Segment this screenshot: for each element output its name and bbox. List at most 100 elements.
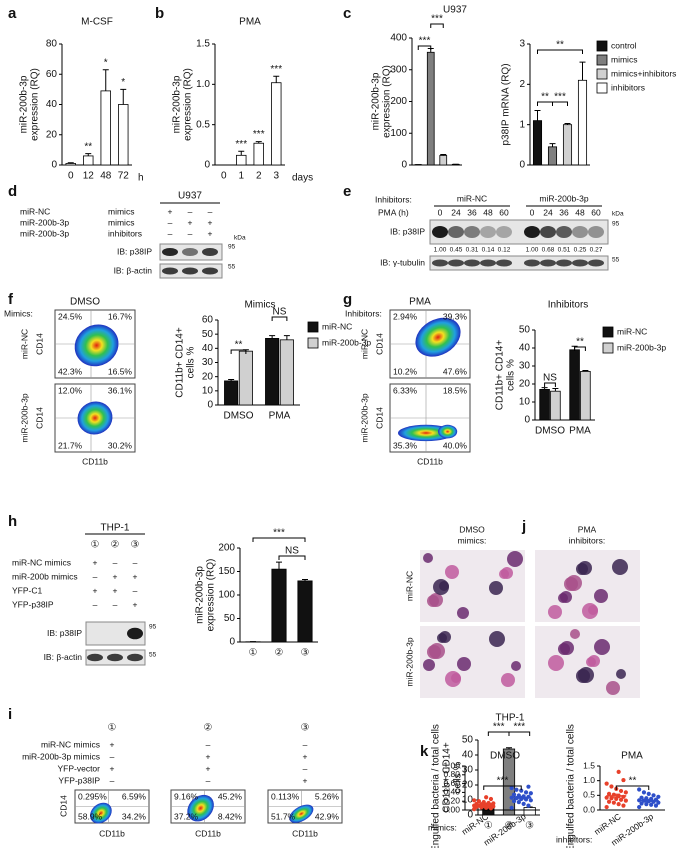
significance-label: **	[629, 776, 637, 787]
x-tick-label: ②	[505, 821, 514, 832]
error-bar	[283, 335, 290, 340]
bar	[297, 580, 313, 643]
bar	[238, 350, 253, 406]
data-point	[516, 799, 521, 805]
significance-bracket	[430, 23, 444, 28]
quadrant-percent: 6.59%	[122, 791, 147, 801]
time-value: 0	[438, 207, 443, 217]
cell	[594, 639, 610, 655]
y-axis-label: miR-200b-3p	[371, 72, 382, 130]
blot	[85, 621, 146, 646]
x-tick-label: ①	[249, 648, 258, 659]
lane-number: ②	[111, 540, 120, 551]
sign: –	[168, 228, 173, 238]
row-label: miR-NC mimics	[12, 557, 71, 567]
y-tick-label: 1.00	[443, 760, 460, 770]
bar	[547, 146, 558, 166]
y-axis-label: CD14	[58, 795, 68, 817]
data-point	[481, 799, 486, 805]
legend-label: miR-NC	[617, 326, 647, 336]
y-axis-label: miR-200b-3p	[19, 75, 30, 133]
blot-band	[87, 653, 103, 662]
lane-number: ③	[301, 723, 310, 734]
cell	[570, 629, 580, 639]
blot-band	[588, 259, 604, 267]
chart-title: M-CSF	[81, 17, 113, 28]
significance-bracket	[544, 382, 556, 387]
bar	[83, 155, 94, 166]
bar	[580, 370, 591, 421]
legend-label: miR-200b-3p	[322, 337, 371, 347]
data-point	[653, 803, 659, 808]
cell	[594, 589, 608, 603]
sign: +	[303, 751, 308, 761]
y-axis-label: expression (RQ)	[206, 559, 217, 632]
error-bar	[302, 578, 308, 581]
x-tick-label: ③	[525, 821, 534, 832]
cell	[511, 661, 521, 671]
blot-label: IB: β-actin	[114, 265, 153, 275]
significance-bracket	[271, 316, 288, 321]
error-bar	[273, 75, 280, 83]
y-tick-label: 1	[519, 119, 525, 130]
y-tick-label: 3	[519, 39, 525, 50]
significance-bracket	[574, 346, 586, 351]
data-point	[656, 800, 661, 805]
time-value: 36	[559, 207, 569, 217]
data-point	[616, 802, 621, 807]
x-axis-label: CD11b	[99, 828, 125, 838]
error-bar	[102, 69, 109, 91]
panel-letter: b	[155, 5, 164, 22]
legend-swatch	[602, 342, 614, 354]
panel-letter: f	[8, 291, 14, 308]
kda-marker: 95	[612, 221, 620, 228]
band-quant: 0.27	[590, 247, 603, 254]
quadrant-percent: 16.5%	[108, 366, 133, 376]
panel-letter: k	[420, 743, 429, 760]
x-tick-label: PMA	[569, 426, 591, 437]
data-point	[606, 799, 612, 804]
y-tick-label: 60	[46, 69, 58, 80]
quadrant-percent: 6.33%	[393, 385, 418, 395]
blot-band	[572, 226, 588, 238]
significance-label: *	[104, 57, 108, 68]
data-point	[621, 777, 626, 783]
quadrant-percent: 2.94%	[393, 311, 418, 321]
blot-band	[572, 259, 588, 267]
quadrant-percent: 36.1%	[108, 385, 133, 395]
significance-bracket	[252, 537, 306, 542]
y-tick-label: 0.60	[443, 778, 460, 788]
data-point	[484, 795, 489, 800]
y-axis-label: CD14	[374, 407, 384, 429]
blot-band	[432, 226, 448, 238]
cell	[558, 643, 570, 655]
cell	[423, 553, 433, 563]
significance-label: **	[84, 141, 92, 152]
quadrant-percent: 42.9%	[315, 811, 340, 821]
panel-letter: g	[343, 291, 352, 308]
density-blob	[438, 424, 458, 439]
panel-letter: j	[521, 518, 526, 535]
band-quant: 1.00	[434, 247, 447, 254]
panel-letter: e	[343, 183, 351, 200]
y-tick-label: 40	[519, 343, 531, 354]
bar	[426, 51, 435, 166]
y-tick-label: 20	[46, 129, 58, 140]
y-tick-label: 0.0	[583, 804, 595, 814]
x-axis-label: CD11b	[195, 828, 221, 838]
y-tick-label: 1.0	[196, 79, 210, 90]
x-tick-label: PMA	[269, 411, 291, 422]
blot-band	[432, 259, 448, 267]
row-kind: inhibitors	[108, 228, 142, 238]
data-point	[526, 803, 531, 808]
kda-label: kDa	[612, 211, 624, 218]
row-kind: mimics	[108, 217, 134, 227]
data-point	[528, 798, 533, 803]
data-point	[606, 791, 612, 796]
cell	[445, 565, 459, 579]
row-label: miR-200b-3p mimics	[22, 751, 100, 761]
density-blob	[415, 317, 461, 357]
cell-line: U937	[178, 191, 202, 202]
significance-label: ***	[235, 139, 247, 150]
blot-band	[202, 248, 218, 256]
